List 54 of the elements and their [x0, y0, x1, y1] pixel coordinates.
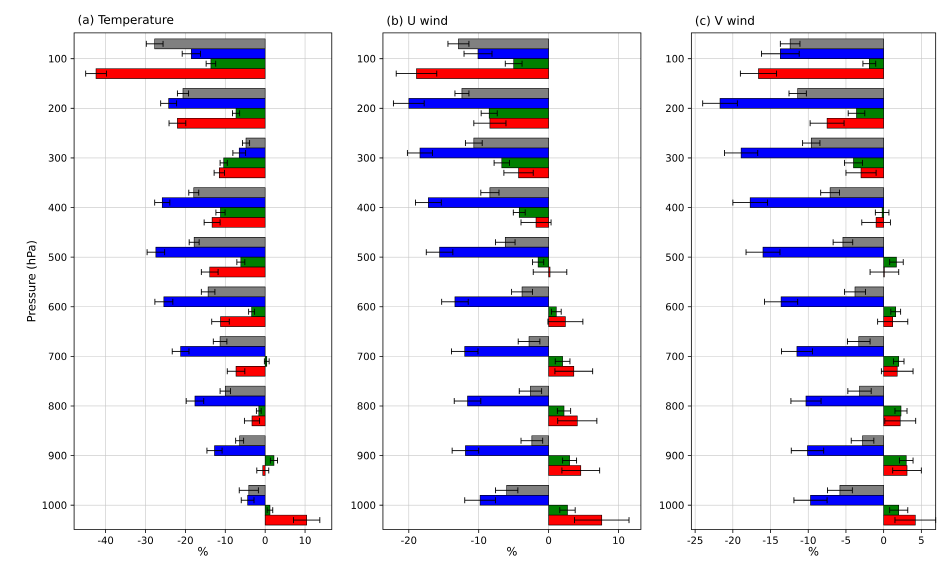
- x-axis-title: %: [808, 546, 818, 556]
- y-tick-label: 400: [357, 204, 376, 212]
- x-tick-label: -40: [98, 536, 114, 544]
- x-tick-label: 5: [918, 536, 924, 544]
- y-tick-label: 500: [666, 253, 684, 261]
- x-tick-label: -20: [725, 536, 740, 544]
- y-tick-label: 200: [666, 104, 684, 112]
- x-tick-label: 0: [881, 536, 886, 544]
- x-axis-title: %: [198, 546, 208, 556]
- y-tick-label: 900: [358, 452, 376, 460]
- y-tick-label: 600: [358, 302, 376, 310]
- y-tick-label: 400: [48, 204, 66, 212]
- y-tick-label: 400: [666, 204, 684, 212]
- x-tick-label: -10: [800, 536, 816, 544]
- y-tick-label: 800: [48, 402, 66, 410]
- y-tick-label: 300: [666, 154, 684, 162]
- y-tick-label: 800: [358, 402, 376, 410]
- y-axis-title: Pressure (hPa): [26, 240, 37, 322]
- y-tick-label: 100: [358, 54, 376, 62]
- x-tick-label: -10: [218, 536, 233, 544]
- x-tick-label: 10: [613, 536, 624, 544]
- x-tick-label: -20: [401, 536, 416, 544]
- y-tick-label: 200: [358, 104, 376, 112]
- y-tick-label: 1000: [42, 501, 66, 509]
- y-tick-label: 100: [49, 54, 66, 62]
- chart-title: (c) V wind: [696, 16, 754, 26]
- x-tick-label: -15: [762, 536, 778, 544]
- y-tick-label: 300: [48, 154, 66, 162]
- y-tick-label: 700: [666, 352, 684, 360]
- y-tick-label: 300: [358, 154, 376, 162]
- x-axis-title: %: [507, 546, 517, 556]
- y-tick-label: 900: [666, 452, 684, 460]
- y-tick-label: 600: [48, 302, 66, 310]
- y-tick-label: 700: [48, 352, 66, 360]
- x-tick-label: -25: [687, 536, 702, 544]
- x-tick-label: -30: [138, 536, 153, 544]
- y-tick-label: 700: [358, 352, 376, 360]
- y-tick-label: 800: [666, 402, 684, 410]
- y-tick-label: 600: [666, 302, 684, 310]
- y-tick-label: 200: [48, 104, 66, 112]
- y-tick-label: 1000: [660, 501, 684, 509]
- y-tick-label: 1000: [352, 501, 376, 509]
- x-tick-label: 0: [546, 536, 552, 544]
- chart-title: (b) U wind: [387, 16, 447, 26]
- chart-title: (a) Temperature: [78, 14, 174, 26]
- x-tick-label: 10: [300, 536, 311, 544]
- y-tick-label: 500: [358, 253, 376, 261]
- y-tick-label: 500: [48, 253, 66, 261]
- y-tick-label: 100: [666, 54, 684, 62]
- x-tick-label: 0: [262, 536, 268, 544]
- x-tick-label: -10: [471, 536, 486, 544]
- y-tick-label: 900: [48, 452, 66, 460]
- x-tick-label: -5: [841, 536, 850, 544]
- x-tick-label: -20: [178, 536, 193, 544]
